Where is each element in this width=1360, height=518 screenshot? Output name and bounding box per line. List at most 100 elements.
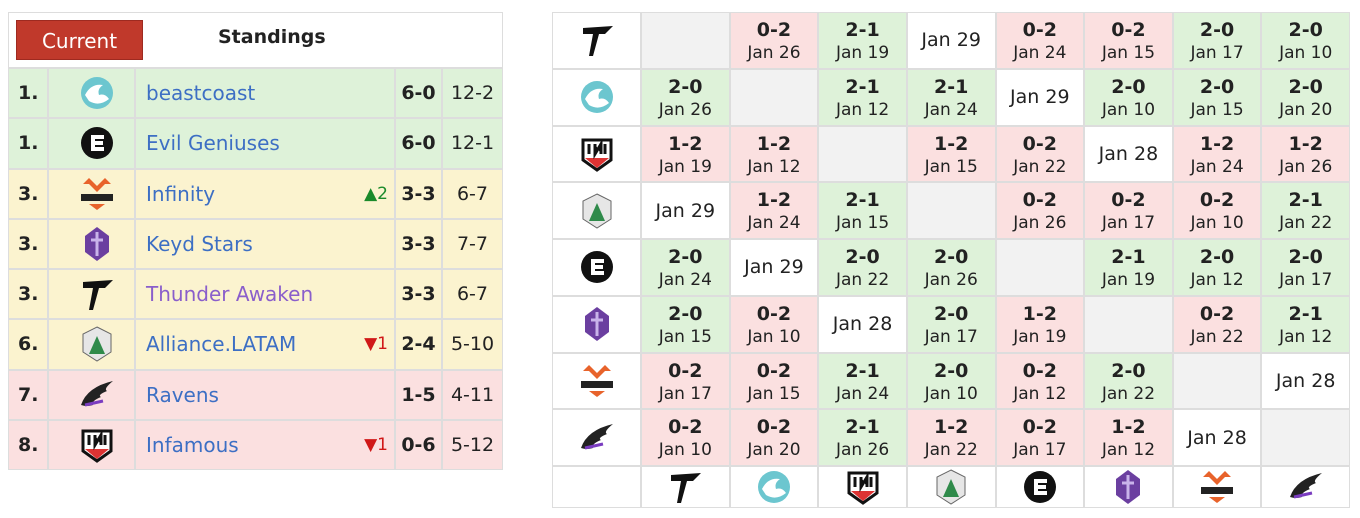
match-score: 1-2 [934, 132, 969, 155]
team-logo [580, 364, 613, 397]
logo-shape [584, 88, 609, 108]
crosstable-cell [729, 68, 819, 126]
standings-cell [135, 319, 395, 370]
match-score: 0-2 [1022, 189, 1057, 212]
crosstable-cell [1084, 68, 1173, 126]
crosstable-cell [1261, 125, 1350, 183]
rank: 6. [18, 333, 39, 356]
crosstable-cell [1084, 125, 1173, 183]
match-score: 0-2 [668, 416, 703, 439]
standings-cell [135, 419, 395, 470]
crosstable-cell [729, 295, 819, 353]
match-date: Jan 26 [658, 99, 712, 120]
team-logo [1023, 471, 1056, 503]
crosstable-cell [906, 182, 996, 239]
team-name[interactable]: Keyd Stars [146, 231, 253, 256]
match-score: 1-2 [1022, 302, 1057, 325]
standings-cell [48, 168, 135, 219]
current-button[interactable]: Current [16, 20, 143, 60]
team-name[interactable]: Thunder Awaken [146, 282, 314, 307]
games-record: 6-7 [456, 182, 489, 205]
match-date: Jan 26 [924, 270, 978, 290]
match-date: Jan 29 [744, 256, 804, 279]
match-date: Jan 10 [658, 440, 712, 461]
rank-change: ▼1 [364, 434, 388, 455]
match-date: Jan 22 [1279, 213, 1333, 234]
match-score: 2-0 [668, 302, 703, 325]
logo-shape [1209, 497, 1226, 503]
crosstable-cell [729, 12, 819, 69]
crosstable-cell [995, 182, 1085, 239]
match-date: Jan 15 [1190, 99, 1244, 120]
logo-shape [1122, 475, 1135, 499]
logo-shape [87, 429, 107, 451]
crosstable-cell [995, 409, 1085, 466]
standings-cell [442, 68, 503, 119]
match-score: 2-0 [1199, 75, 1235, 98]
logo-shape [89, 203, 105, 210]
match-date: Jan 10 [924, 383, 978, 404]
match-date: Jan 29 [655, 199, 716, 222]
match-score: 2-0 [1111, 359, 1146, 382]
team-name[interactable]: Infamous [146, 432, 239, 457]
match-score: 2-0 [1288, 75, 1323, 98]
match-score: 1-2 [756, 189, 792, 212]
match-date: Jan 17 [1013, 440, 1067, 461]
crosstable-cell [1172, 239, 1262, 296]
match-date: Jan 22 [924, 440, 978, 461]
standings-cell [48, 118, 135, 169]
match-date: Jan 28 [1187, 426, 1247, 449]
logo-shape [943, 479, 960, 497]
team-name[interactable]: Infinity [146, 181, 216, 206]
match-score: 2-1 [845, 19, 880, 41]
crosstable-cell [906, 295, 996, 353]
games-record: 12-1 [450, 132, 495, 155]
match-score: 2-1 [1111, 246, 1146, 268]
logo-shape [1203, 471, 1232, 485]
series-record: 6-0 [401, 132, 436, 155]
team-name[interactable]: beastcoast [146, 81, 256, 106]
crosstable-cell [1172, 12, 1262, 69]
crosstable-cell [906, 68, 996, 126]
team-name[interactable]: Ravens [146, 382, 219, 407]
rank: 3. [18, 232, 39, 255]
logo-shape [582, 364, 611, 379]
crosstable-cell [641, 125, 730, 183]
rank-change: ▼1 [364, 334, 388, 355]
match-score: 2-0 [1288, 246, 1323, 268]
crosstable-cell [818, 182, 907, 239]
match-date: Jan 12 [1013, 383, 1067, 404]
games-record: 6-7 [456, 283, 489, 306]
match-date: Jan 20 [1279, 99, 1333, 120]
logo-shape [89, 336, 105, 355]
match-date: Jan 17 [924, 326, 978, 347]
match-date: Jan 26 [1013, 213, 1067, 234]
standings-cell [395, 118, 442, 169]
match-date: Jan 20 [747, 440, 801, 461]
team-name[interactable]: Alliance.LATAM [146, 332, 297, 357]
games-record: 5-10 [450, 333, 495, 356]
standings-cell [135, 168, 395, 219]
match-score: 2-0 [1199, 19, 1235, 41]
team-name[interactable]: Evil Geniuses [146, 131, 280, 156]
crosstable-cell [641, 295, 730, 353]
match-date: Jan 19 [658, 156, 712, 177]
match-score: 2-0 [668, 246, 703, 268]
match-date: Jan 10 [1279, 43, 1333, 63]
team-logo [936, 469, 966, 505]
crosstable-cell [1084, 182, 1173, 239]
match-date: Jan 24 [658, 270, 712, 290]
match-date: Jan 15 [1101, 43, 1156, 63]
standings-cell [8, 168, 48, 219]
crosstable-cell [906, 125, 996, 183]
crosstable-cell [1261, 295, 1350, 353]
team-logo [81, 127, 113, 160]
match-date: Jan 15 [658, 326, 712, 347]
match-date: Jan 12 [1101, 440, 1156, 461]
match-score: 0-2 [1022, 416, 1057, 439]
rank: 1. [18, 132, 39, 155]
standings-cell [8, 319, 48, 370]
match-score: 2-1 [934, 75, 969, 98]
crosstable-cell [1261, 409, 1350, 466]
standings-cell [135, 118, 395, 169]
